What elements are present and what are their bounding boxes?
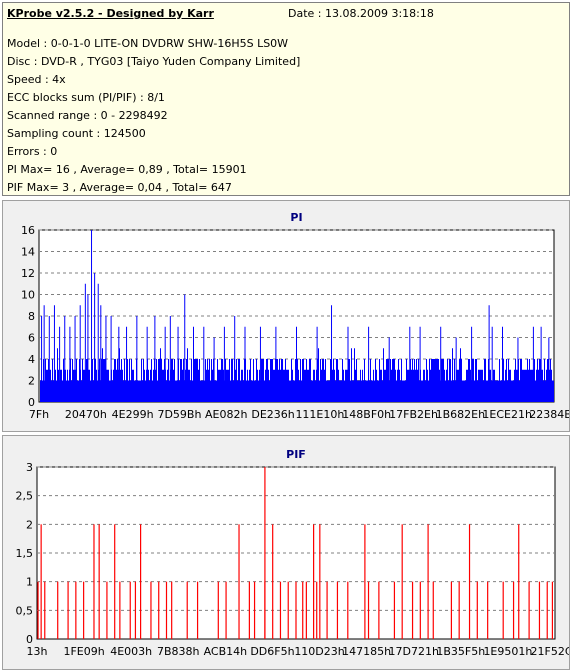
pif-chart: PIF 0 0,5 1 1,5 2 2,5 3 13h 1FE09h 4E003h 7B838h ACB… <box>16 448 572 658</box>
y-tick-label: 4 <box>28 353 35 366</box>
y-tick-label: 14 <box>21 246 35 259</box>
disc-line: Disc : DVD-R , TYG03 [Taiyo Yuden Compan… <box>7 55 301 68</box>
model-line: Model : 0-0-1-0 LITE-ON DVDRW SHW-16H5S … <box>7 37 289 50</box>
x-tick-label: 147185h <box>342 645 391 658</box>
y-tick-label: 1 <box>26 576 33 589</box>
scanned-range-line: Scanned range : 0 - 2298492 <box>7 109 168 122</box>
x-tick-label: 20470h <box>65 408 107 421</box>
pif-summary-line: PIF Max= 3 , Average= 0,04 , Total= 647 <box>7 181 232 194</box>
y-tick-label: 0,5 <box>16 604 34 617</box>
x-tick-label: 1B35F5h <box>436 645 485 658</box>
x-tick-label: 22384Bh <box>529 408 569 421</box>
x-tick-label: 7Fh <box>29 408 49 421</box>
pi-summary-line: PI Max= 16 , Average= 0,89 , Total= 1590… <box>7 163 247 176</box>
x-tick-label: 13h <box>27 645 48 658</box>
pi-chart: PI 0 2 4 6 8 10 12 14 16 7Fh 20470h 4E299h 7D59Bh AE08… <box>21 211 572 421</box>
y-tick-label: 2 <box>28 375 35 388</box>
x-tick-label: 7B838h <box>157 645 200 658</box>
y-tick-label: 6 <box>28 332 35 345</box>
ecc-line: ECC blocks sum (PI/PIF) : 8/1 <box>7 91 165 104</box>
x-tick-label: 148BF0h <box>342 408 391 421</box>
x-tick-label: 1FE09h <box>63 645 104 658</box>
x-tick-label: 17D721h <box>389 645 439 658</box>
sampling-count-line: Sampling count : 124500 <box>7 127 146 140</box>
pi-chart-panel: PI 0 2 4 6 8 10 12 14 16 7Fh 20470h 4E299h 7D59Bh AE08… <box>2 200 572 432</box>
x-tick-label: 1ECE21h <box>482 408 532 421</box>
x-tick-label: 21F52Ch <box>531 645 569 658</box>
y-tick-label: 12 <box>21 267 35 280</box>
x-tick-label: 1E9501h <box>483 645 532 658</box>
y-tick-label: 10 <box>21 289 35 302</box>
bars-group <box>40 230 554 402</box>
x-tick-label: 110D23h <box>294 645 344 658</box>
y-tick-label: 16 <box>21 224 35 237</box>
y-tick-label: 3 <box>26 461 33 474</box>
y-tick-label: 1,5 <box>16 547 34 560</box>
x-tick-label: DE236h <box>251 408 294 421</box>
x-tick-label: AE082h <box>205 408 247 421</box>
speed-line: Speed : 4x <box>7 73 66 86</box>
x-tick-label: 4E299h <box>112 408 154 421</box>
x-tick-label: ACB14h <box>204 645 248 658</box>
y-tick-label: 2 <box>26 518 33 531</box>
x-tick-label: DD6F5h <box>250 645 294 658</box>
y-tick-label: 8 <box>28 310 35 323</box>
x-tick-label: 17FB2Eh <box>389 408 438 421</box>
errors-line: Errors : 0 <box>7 145 58 158</box>
chart-title: PIF <box>286 448 306 461</box>
app-title: KProbe v2.5.2 - Designed by Karr <box>7 7 214 20</box>
y-tick-label: 0 <box>28 396 35 409</box>
y-tick-label: 0 <box>26 633 33 646</box>
x-tick-label: 111E10h <box>295 408 344 421</box>
scan-date: Date : 13.08.2009 3:18:18 <box>288 7 434 20</box>
y-tick-label: 2,5 <box>16 490 34 503</box>
pif-chart-panel: PIF 0 0,5 1 1,5 2 2,5 3 13h 1FE09h 4E003h 7B838h ACB… <box>2 435 572 670</box>
info-panel: KProbe v2.5.2 - Designed by Karr Date : … <box>2 2 570 196</box>
x-tick-label: 7D59Bh <box>157 408 201 421</box>
x-tick-label: 1B682Eh <box>436 408 485 421</box>
bars-group <box>37 467 554 639</box>
chart-title: PI <box>290 211 302 224</box>
x-tick-label: 4E003h <box>110 645 152 658</box>
